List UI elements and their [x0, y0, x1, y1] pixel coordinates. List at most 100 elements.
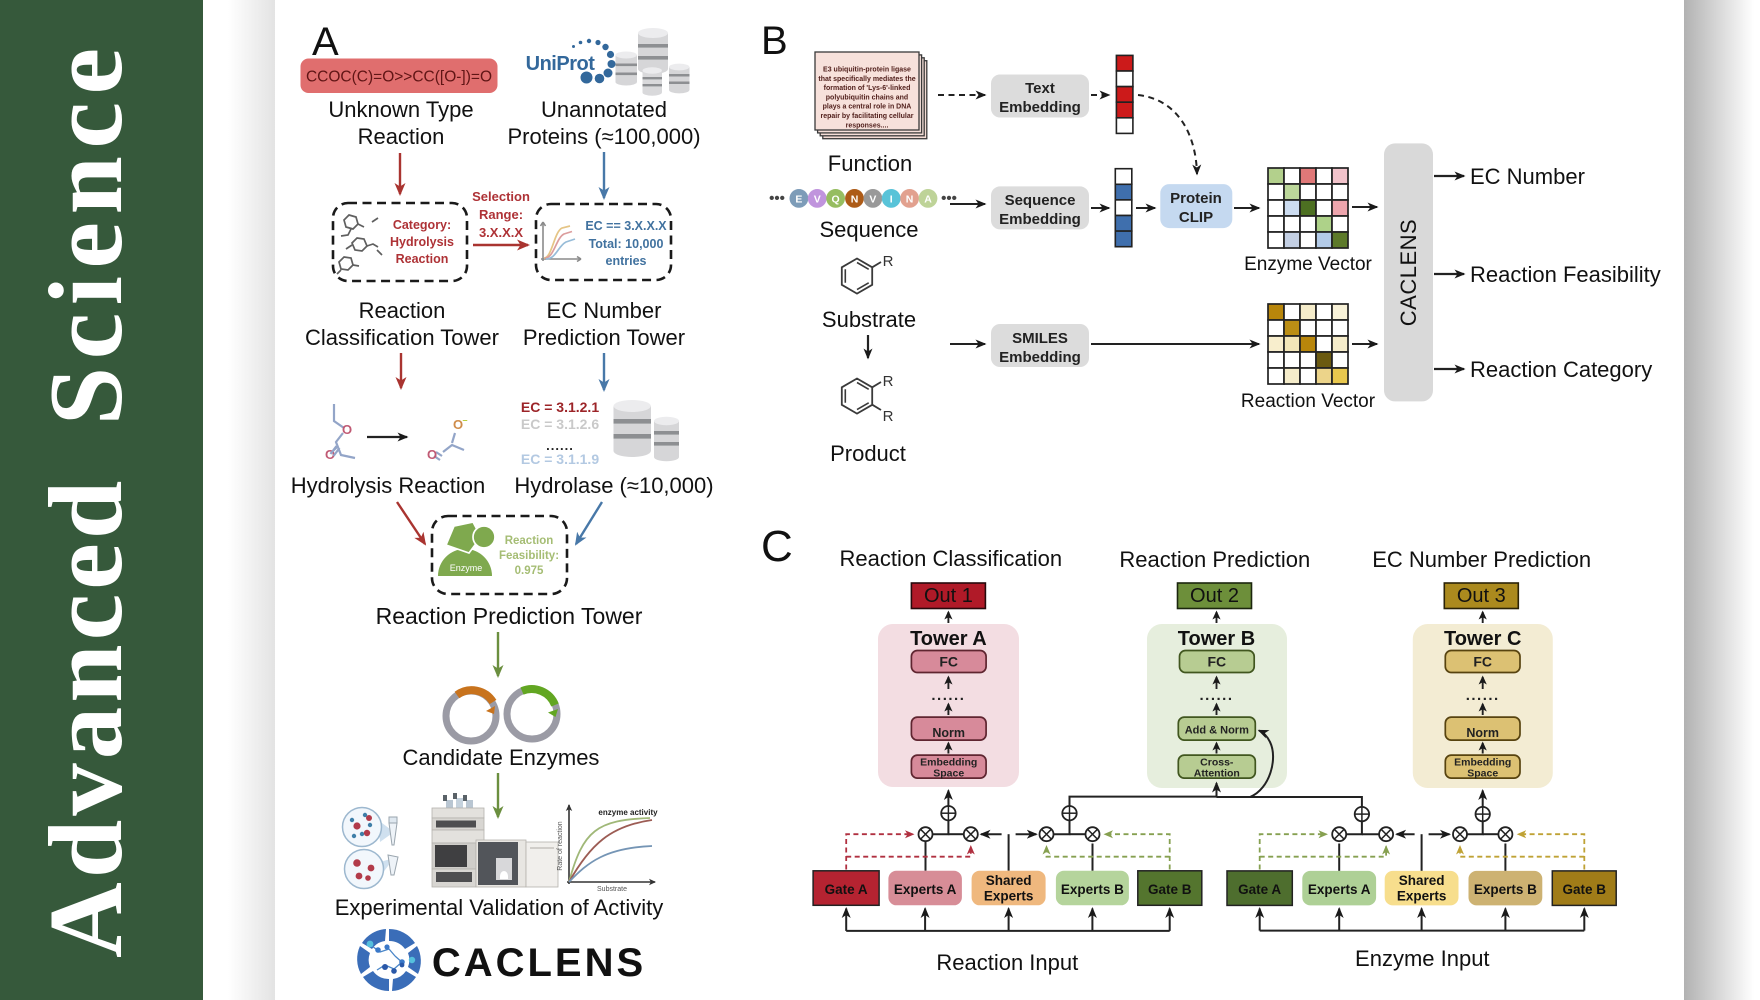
svg-text:FC: FC [1473, 654, 1492, 670]
svg-text:Reaction Input: Reaction Input [936, 950, 1078, 975]
svg-text:Reaction: Reaction [505, 535, 554, 547]
svg-text:Substrate: Substrate [597, 886, 627, 893]
svg-text:Experts A: Experts A [1308, 882, 1371, 897]
svg-text:•••: ••• [941, 190, 957, 207]
svg-text:formation of 'Lys-6'-linked: formation of 'Lys-6'-linked [824, 85, 911, 92]
svg-text:plays a central role in DNA: plays a central role in DNA [823, 104, 912, 111]
svg-text:Experts: Experts [1397, 889, 1447, 904]
svg-text:I: I [890, 194, 893, 206]
svg-text:Classification Tower: Classification Tower [305, 325, 499, 350]
svg-text:3.X.X.X: 3.X.X.X [479, 225, 523, 240]
svg-text:Product: Product [830, 441, 906, 466]
svg-text:Reaction: Reaction [359, 298, 446, 323]
svg-text:Out 1: Out 1 [924, 585, 973, 607]
svg-text:Norm: Norm [932, 726, 965, 740]
svg-text:Range:: Range: [479, 207, 523, 222]
svg-text:Gate A: Gate A [1238, 882, 1281, 897]
svg-text:repair by facilitating cellula: repair by facilitating cellular [821, 113, 914, 120]
svg-text:Embedding: Embedding [999, 99, 1081, 116]
svg-text:V: V [814, 194, 821, 206]
svg-text:entries: entries [606, 254, 647, 268]
svg-text:N: N [851, 194, 859, 206]
svg-text:Reaction: Reaction [358, 124, 445, 149]
svg-text:C: C [761, 522, 793, 571]
svg-text:Experts A: Experts A [894, 882, 957, 897]
svg-text:Unannotated: Unannotated [541, 97, 667, 122]
svg-text:CACLENS: CACLENS [1396, 219, 1421, 326]
svg-text:Protein: Protein [1170, 190, 1222, 207]
svg-text:Category:: Category: [393, 218, 451, 232]
svg-text:Text: Text [1025, 80, 1055, 97]
svg-text:Experts B: Experts B [1061, 882, 1124, 897]
svg-text:V: V [869, 194, 876, 206]
svg-text:Space: Space [1467, 768, 1498, 780]
svg-text:Shared: Shared [986, 873, 1032, 888]
svg-text:Reaction Feasibility: Reaction Feasibility [1470, 262, 1661, 287]
svg-text:EC = 3.1.2.1: EC = 3.1.2.1 [521, 399, 599, 415]
svg-text:EC = 3.1.1.9: EC = 3.1.1.9 [521, 451, 599, 467]
svg-text:......: ...... [546, 438, 574, 453]
svg-text:O: O [427, 447, 437, 462]
svg-text:FC: FC [1207, 654, 1226, 670]
svg-text:Reaction Vector: Reaction Vector [1241, 391, 1376, 412]
svg-text:Sequence: Sequence [1005, 192, 1076, 209]
svg-text:A: A [924, 194, 932, 206]
svg-text:O: O [342, 422, 352, 437]
svg-text:Gate A: Gate A [825, 882, 868, 897]
svg-text:Enzyme Vector: Enzyme Vector [1244, 254, 1372, 275]
svg-text:Substrate: Substrate [822, 307, 916, 332]
svg-text:Out 2: Out 2 [1190, 585, 1239, 607]
svg-text:EC Number: EC Number [1470, 164, 1585, 189]
svg-text:Selection: Selection [472, 189, 530, 204]
svg-text:CCOC(C)=O>>CC([O-])=O: CCOC(C)=O>>CC([O-])=O [306, 69, 492, 86]
svg-text:EC == 3.X.X.X: EC == 3.X.X.X [585, 219, 667, 233]
svg-text:Attention: Attention [1194, 768, 1240, 780]
svg-text:polyubiquitin chains and: polyubiquitin chains and [826, 94, 908, 101]
svg-text:Norm: Norm [1466, 726, 1499, 740]
svg-text:EC Number: EC Number [547, 298, 662, 323]
svg-text:Embedding: Embedding [999, 349, 1081, 366]
svg-text:Feasibility:: Feasibility: [499, 550, 559, 562]
svg-text:Enzyme Input: Enzyme Input [1355, 946, 1490, 971]
svg-text:O: O [325, 447, 335, 462]
svg-text:Reaction Prediction: Reaction Prediction [1119, 547, 1310, 572]
svg-text:Experts B: Experts B [1474, 882, 1537, 897]
svg-text:O: O [453, 417, 463, 432]
svg-text:Reaction Classification: Reaction Classification [840, 546, 1063, 571]
svg-text:Experimental Validation of Act: Experimental Validation of Activity [335, 895, 664, 920]
svg-text:......: ...... [1199, 687, 1233, 704]
svg-text:Function: Function [828, 151, 912, 176]
svg-text:Total: 10,000: Total: 10,000 [589, 237, 664, 251]
svg-text:Embedding: Embedding [999, 211, 1081, 228]
svg-text:B: B [761, 19, 788, 63]
svg-text:0.975: 0.975 [515, 565, 544, 577]
svg-text:Add & Norm: Add & Norm [1185, 725, 1249, 737]
svg-text:Out 3: Out 3 [1457, 585, 1506, 607]
svg-text:UniProt: UniProt [526, 53, 596, 75]
svg-text:Embedding: Embedding [1454, 757, 1511, 769]
svg-text:......: ...... [1466, 687, 1500, 704]
svg-text:EC = 3.1.2.6: EC = 3.1.2.6 [521, 416, 599, 432]
svg-text:Tower B: Tower B [1178, 628, 1255, 650]
svg-text:EC Number Prediction: EC Number Prediction [1372, 547, 1591, 572]
svg-text:R: R [883, 373, 894, 390]
svg-text:Candidate Enzymes: Candidate Enzymes [403, 745, 600, 770]
svg-text:E: E [795, 194, 802, 206]
svg-text:Tower C: Tower C [1444, 628, 1521, 650]
svg-text:that specifically mediates the: that specifically mediates the [818, 76, 915, 83]
svg-text:CLIP: CLIP [1179, 209, 1213, 226]
svg-text:Gate B: Gate B [1562, 882, 1606, 897]
svg-text:Reaction: Reaction [396, 252, 449, 266]
svg-text:N: N [906, 194, 914, 206]
svg-text:Hydrolase (≈10,000): Hydrolase (≈10,000) [514, 473, 713, 498]
svg-text:Gate B: Gate B [1148, 882, 1192, 897]
svg-text:SMILES: SMILES [1012, 330, 1068, 347]
svg-text:Prediction Tower: Prediction Tower [523, 325, 685, 350]
svg-text:Cross-: Cross- [1200, 757, 1234, 769]
svg-text:responses....: responses.... [846, 122, 889, 129]
svg-text:Hydrolysis Reaction: Hydrolysis Reaction [291, 473, 485, 498]
svg-text:Embedding: Embedding [920, 757, 977, 769]
svg-text:Reaction Category: Reaction Category [1470, 357, 1652, 382]
svg-text:Sequence: Sequence [819, 217, 918, 242]
svg-text:......: ...... [931, 687, 965, 704]
